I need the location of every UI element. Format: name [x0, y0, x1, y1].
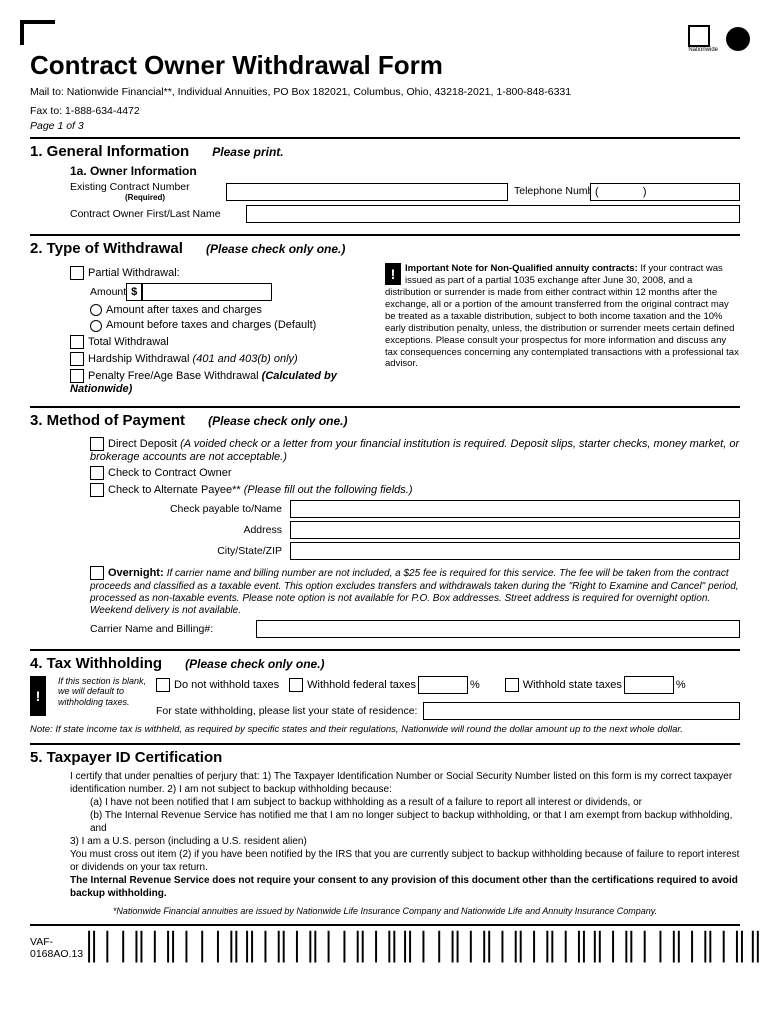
check-owner-checkbox[interactable] — [90, 466, 104, 480]
issuer-footnote: *Nationwide Financial annuities are issu… — [70, 906, 700, 916]
phone-label: Telephone Number — [514, 186, 584, 198]
fed-checkbox[interactable] — [289, 678, 303, 692]
contract-number-input[interactable] — [226, 183, 508, 201]
cert-b: (b) The Internal Revenue Service has not… — [90, 809, 740, 835]
payable-input[interactable] — [290, 500, 740, 518]
owner-name-input[interactable] — [246, 205, 740, 223]
fax-to: Fax to: 1-888-634-4472 — [30, 104, 740, 119]
brand-box: Nationwide — [688, 25, 718, 53]
section-withdrawal-type: 2. Type of Withdrawal (Please check only… — [30, 236, 740, 407]
before-tax-radio[interactable] — [90, 320, 102, 332]
carrier-input[interactable] — [256, 620, 740, 638]
no-withhold-checkbox[interactable] — [156, 678, 170, 692]
s4-title: 4. Tax Withholding — [30, 655, 162, 672]
tax-warning-icon: ! — [30, 676, 46, 716]
cert-a: (a) I have not been notified that I am s… — [90, 796, 740, 809]
crop-marks: Nationwide — [30, 20, 740, 40]
barcode-icon: ║││║│║│││║║│║│║││║│║║││║│║│║│║│║║│║││║│║… — [83, 934, 770, 962]
s3-note: (Please check only one.) — [208, 414, 347, 428]
address-input[interactable] — [290, 521, 740, 539]
partial-checkbox[interactable] — [70, 266, 84, 280]
s1-title: 1. General Information — [30, 143, 189, 160]
required-label: (Required) — [70, 193, 220, 202]
page-number: Page 1 of 3 — [30, 120, 740, 139]
warn-body: If your contract was issued as part of a… — [385, 263, 739, 369]
black-dot-icon — [726, 27, 750, 51]
state-pct-input[interactable] — [624, 676, 674, 694]
csz-input[interactable] — [290, 542, 740, 560]
overnight-checkbox[interactable] — [90, 566, 104, 580]
s5-title: 5. Taxpayer ID Certification — [30, 749, 222, 766]
warn-title: Important Note for Non-Qualified annuity… — [405, 263, 638, 274]
after-tax-radio[interactable] — [90, 304, 102, 316]
cert-p3: 3) I am a U.S. person (including a U.S. … — [70, 835, 740, 848]
cert-p1: I certify that under penalties of perjur… — [70, 770, 740, 796]
s3-title: 3. Method of Payment — [30, 412, 185, 429]
total-checkbox[interactable] — [70, 335, 84, 349]
tax-sidebar: If this section is blank, we will defaul… — [58, 676, 148, 708]
s2-note: (Please check only one.) — [206, 242, 345, 256]
s1-sub: 1a. Owner Information — [70, 164, 740, 178]
s2-title: 2. Type of Withdrawal — [30, 240, 183, 257]
state-checkbox[interactable] — [505, 678, 519, 692]
fed-pct-input[interactable] — [418, 676, 468, 694]
mail-to: Mail to: Nationwide Financial**, Individ… — [30, 85, 740, 100]
section-taxpayer-cert: 5. Taxpayer ID Certification I certify t… — [30, 745, 740, 926]
state-residence-input[interactable] — [423, 702, 740, 720]
contract-label: Existing Contract Number — [70, 181, 220, 193]
section-payment-method: 3. Method of Payment (Please check only … — [30, 408, 740, 651]
hardship-checkbox[interactable] — [70, 352, 84, 366]
s4-note: (Please check only one.) — [185, 657, 324, 671]
section-tax-withholding: 4. Tax Withholding (Please check only on… — [30, 651, 740, 745]
dd-checkbox[interactable] — [90, 437, 104, 451]
crop-corner-tl — [20, 20, 55, 45]
check-alt-checkbox[interactable] — [90, 483, 104, 497]
form-id: VAF-0168AO.13 — [30, 936, 83, 960]
header-right-marks: Nationwide — [688, 25, 750, 53]
penalty-checkbox[interactable] — [70, 369, 84, 383]
form-title: Contract Owner Withdrawal Form — [30, 50, 740, 81]
amount-input[interactable] — [142, 283, 272, 301]
s1-note: Please print. — [212, 145, 283, 159]
owner-name-label: Contract Owner First/Last Name — [70, 208, 240, 220]
cert-p4: You must cross out item (2) if you have … — [70, 848, 740, 874]
s4-footnote: Note: If state income tax is withheld, a… — [30, 724, 740, 735]
page-footer: VAF-0168AO.13 ║││║│║│││║║│║│║││║│║║││║│║… — [30, 934, 740, 962]
cert-p5: The Internal Revenue Service does not re… — [70, 874, 740, 900]
dollar-icon: $ — [126, 283, 142, 301]
section-general-info: 1. General Information Please print. 1a.… — [30, 139, 740, 236]
warning-icon: ! — [385, 263, 401, 285]
phone-input[interactable]: ( ) — [590, 183, 740, 201]
